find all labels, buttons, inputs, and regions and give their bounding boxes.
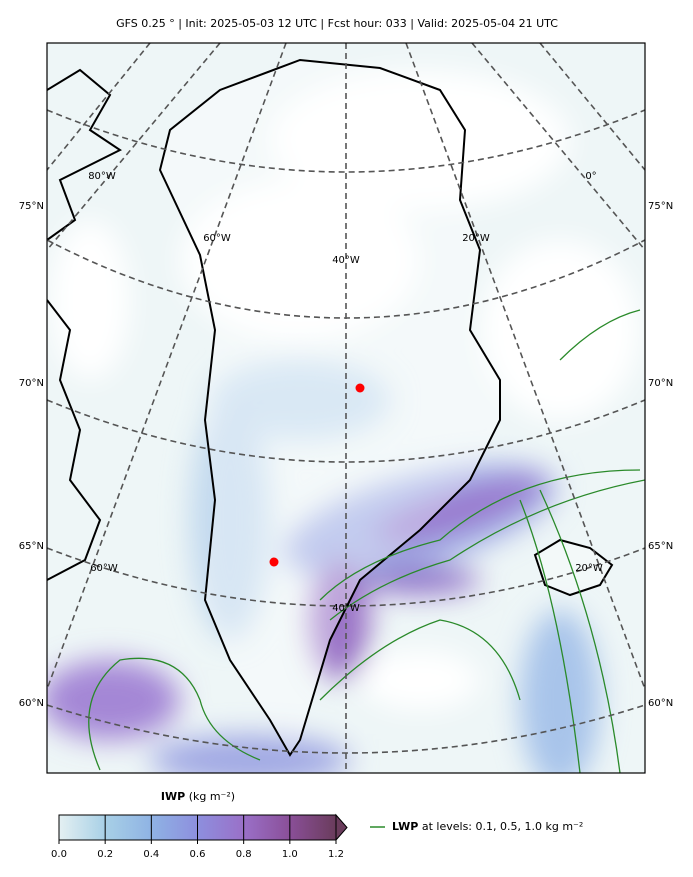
title: GFS 0.25 ° | Init: 2025-05-03 12 UTC | F… (116, 17, 558, 30)
colorbar-tick-label: 0.8 (236, 849, 252, 860)
colorbar-label: IWP (kg m⁻²) (161, 790, 235, 803)
lon-label: 20°W (462, 233, 490, 244)
colorbar-tick-label: 0.2 (97, 849, 113, 860)
colorbar: IWP (kg m⁻²) 0.0 0.2 0.4 0.6 0.8 1.0 1.2 (51, 790, 348, 860)
lat-label: 65°N (19, 541, 44, 552)
legend: LWP at levels: 0.1, 0.5, 1.0 kg m⁻² (370, 820, 583, 833)
legend-text: LWP at levels: 0.1, 0.5, 1.0 kg m⁻² (392, 820, 583, 833)
map (47, 43, 645, 773)
greenland-coast (158, 58, 501, 757)
colorbar-tick-label: 0.6 (190, 849, 206, 860)
lon-label: 40°W (332, 603, 360, 614)
colorbar-units: (kg m⁻²) (189, 790, 235, 803)
lat-label: 60°N (648, 698, 673, 709)
colorbar-extend (335, 813, 348, 842)
lwp-contour (88, 309, 645, 773)
iwp-field (47, 70, 640, 773)
colorbar-tick-label: 0.0 (51, 849, 67, 860)
legend-var: LWP (392, 820, 418, 833)
lon-label: 0° (585, 171, 596, 182)
map-frame (46, 42, 646, 774)
lon-label: 80°W (88, 171, 116, 182)
lat-label: 70°N (648, 378, 673, 389)
map-labels: 75°N 70°N 65°N 60°N 75°N 70°N 65°N 60°N 80°W 0° 60… (19, 171, 673, 709)
graticule (47, 43, 645, 773)
colorbar-var: IWP (161, 790, 185, 803)
colorbar-tick-label: 1.0 (282, 849, 298, 860)
marker (269, 557, 279, 567)
iceland-coast (533, 538, 614, 597)
lon-label: 20°W (575, 563, 603, 574)
lon-label: 60°W (90, 563, 118, 574)
colorbar-tick-label: 1.2 (328, 849, 344, 860)
lat-label: 75°N (19, 201, 44, 212)
lon-label: 60°W (203, 233, 231, 244)
legend-levels: at levels: 0.1, 0.5, 1.0 kg m⁻² (422, 820, 583, 833)
lat-label: 65°N (648, 541, 673, 552)
lat-label: 75°N (648, 201, 673, 212)
marker (355, 383, 365, 393)
lat-label: 70°N (19, 378, 44, 389)
lon-label: 40°W (332, 255, 360, 266)
colorbar-tick-label: 0.4 (143, 849, 159, 860)
lat-label: 60°N (19, 698, 44, 709)
canada-coast (47, 68, 122, 581)
